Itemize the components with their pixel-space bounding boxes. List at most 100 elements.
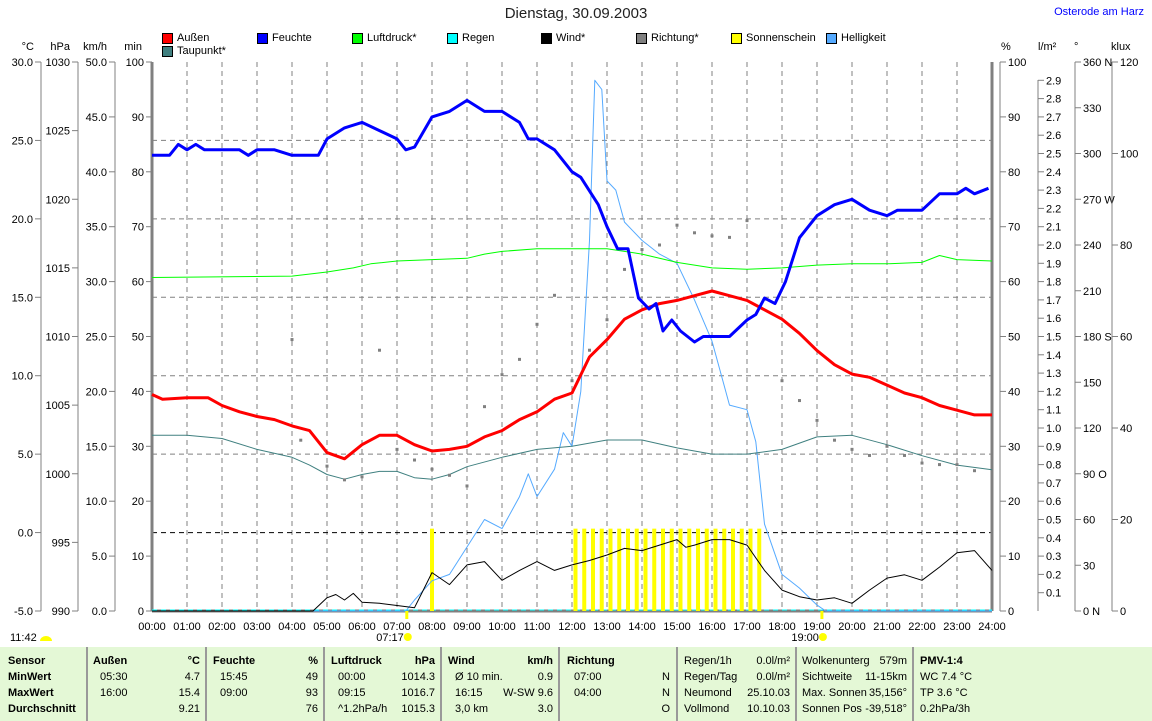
legend-label: Helligkeit <box>841 32 886 44</box>
axis-label-pressure: 1000 <box>46 469 70 481</box>
table-cell: Sonnen Pos <box>802 703 862 715</box>
legend-label: Taupunkt* <box>177 45 226 57</box>
legend-swatch <box>162 45 173 57</box>
x-tick-label: 14:00 <box>628 621 656 633</box>
axis-label-wind: 35.0 <box>86 222 107 234</box>
axis-unit-pressure: hPa <box>50 41 70 53</box>
axis-label-temp: -5.0 <box>14 606 33 618</box>
sunshine-bar <box>573 528 578 611</box>
sunshine-bar <box>634 528 639 611</box>
axis-label-rain: 1.4 <box>1046 350 1061 362</box>
series-line-helligkeit <box>152 79 992 612</box>
sunset-time: 19:00 <box>791 632 819 644</box>
axis-label-pressure: 1010 <box>46 332 70 344</box>
sunshine-bar <box>430 528 434 611</box>
axis-label-rain: 1.1 <box>1046 405 1061 417</box>
table-cell: 1014.3 <box>401 671 435 683</box>
axis-unit-temp: °C <box>22 41 34 53</box>
legend-label: Außen <box>177 32 210 44</box>
direction-point <box>640 248 644 252</box>
axis-label-humidity: 70 <box>1008 222 1020 234</box>
axis-label-rain: 0.2 <box>1046 569 1061 581</box>
axis-label-pressure: 1005 <box>46 400 70 412</box>
direction-point <box>728 235 731 239</box>
legend-item: Regen <box>447 32 494 44</box>
legend-label: Luftdruck* <box>367 32 417 44</box>
axis-label-rain: 1.8 <box>1046 277 1061 289</box>
sunshine-bar <box>652 528 657 611</box>
x-tick-label: 09:00 <box>453 621 481 633</box>
table-cell: 05:30 <box>100 671 128 683</box>
direction-point <box>448 473 451 477</box>
sunshine-bar <box>643 528 648 611</box>
moon-icon <box>40 636 52 641</box>
legend-item: Taupunkt* <box>162 45 226 57</box>
sunshine-bar <box>582 528 587 611</box>
axis-label-sun: 70 <box>132 222 144 234</box>
axis-label-direction: 210 <box>1083 286 1101 298</box>
axis-label-humidity: 0 <box>1008 606 1014 618</box>
direction-point <box>500 373 504 377</box>
table-cell: Luftdruck <box>331 655 382 667</box>
axis-label-temp: 20.0 <box>12 214 33 226</box>
series-line-feuchte <box>152 98 990 344</box>
axis-label-rain: 2.0 <box>1046 240 1061 252</box>
legend-item: Sonnenschein <box>731 32 816 44</box>
x-tick-label: 12:00 <box>558 621 586 633</box>
x-tick-label: 18:00 <box>768 621 796 633</box>
table-cell: Max. Sonnen <box>802 687 867 699</box>
axis-unit-light: klux <box>1111 41 1131 53</box>
sun-icon <box>403 633 412 641</box>
direction-point <box>395 447 399 451</box>
direction-point <box>850 447 854 451</box>
axis-label-pressure: 995 <box>52 537 70 549</box>
direction-point <box>553 293 556 297</box>
table-cell: O <box>661 703 670 715</box>
legend-label: Sonnenschein <box>746 32 816 44</box>
axis-label-light: 120 <box>1120 57 1138 69</box>
table-cell: 16:00 <box>100 687 128 699</box>
sunshine-bar <box>739 528 744 611</box>
axis-label-sun: 80 <box>132 167 144 179</box>
axis-label-rain: 0.7 <box>1046 478 1061 490</box>
legend-item: Wind* <box>541 32 585 44</box>
axis-unit-direction: ° <box>1074 41 1078 53</box>
sunshine-bar <box>696 528 700 611</box>
x-tick-label: 22:00 <box>908 621 936 633</box>
axis-label-direction: 150 <box>1083 377 1101 389</box>
x-tick-label: 21:00 <box>873 621 901 633</box>
axis-label-humidity: 80 <box>1008 167 1020 179</box>
table-cell: MinWert <box>8 671 52 683</box>
x-tick-label: 06:00 <box>348 621 376 633</box>
axis-label-rain: 2.9 <box>1046 75 1061 87</box>
axis-label-light: 100 <box>1120 149 1138 161</box>
direction-point <box>360 475 364 479</box>
axis-label-direction: 30 <box>1083 560 1095 572</box>
axis-label-direction: 180 S <box>1083 332 1112 344</box>
axis-label-temp: 25.0 <box>12 135 33 147</box>
axis-label-temp: 30.0 <box>12 57 33 69</box>
table-cell: 35,156° <box>868 687 907 699</box>
table-cell: 3.0 <box>537 703 553 715</box>
table-cell: Regen/1h <box>684 655 732 667</box>
table-cell: 4.7 <box>184 671 200 683</box>
axis-label-rain: 2.4 <box>1046 167 1061 179</box>
location-link[interactable]: Osterode am Harz <box>1054 6 1144 18</box>
axis-label-light: 80 <box>1120 240 1132 252</box>
axis-label-wind: 15.0 <box>86 441 107 453</box>
sunshine-bar <box>713 528 718 611</box>
sunshine-bar <box>748 528 753 611</box>
legend-swatch <box>352 32 363 44</box>
axis-label-rain: 1.3 <box>1046 368 1061 380</box>
table-cell: km/h <box>527 655 553 667</box>
table-cell: -39,518° <box>865 703 907 715</box>
axis-label-light: 60 <box>1120 332 1132 344</box>
table-cell: Regen/Tag <box>684 671 738 683</box>
direction-point <box>535 322 539 326</box>
direction-point <box>588 348 591 352</box>
axis-label-humidity: 60 <box>1008 277 1020 289</box>
table-cell: 04:00 <box>574 687 602 699</box>
legend-swatch <box>541 32 552 44</box>
axis-label-rain: 0.4 <box>1046 533 1061 545</box>
axis-label-rain: 0.5 <box>1046 515 1061 527</box>
